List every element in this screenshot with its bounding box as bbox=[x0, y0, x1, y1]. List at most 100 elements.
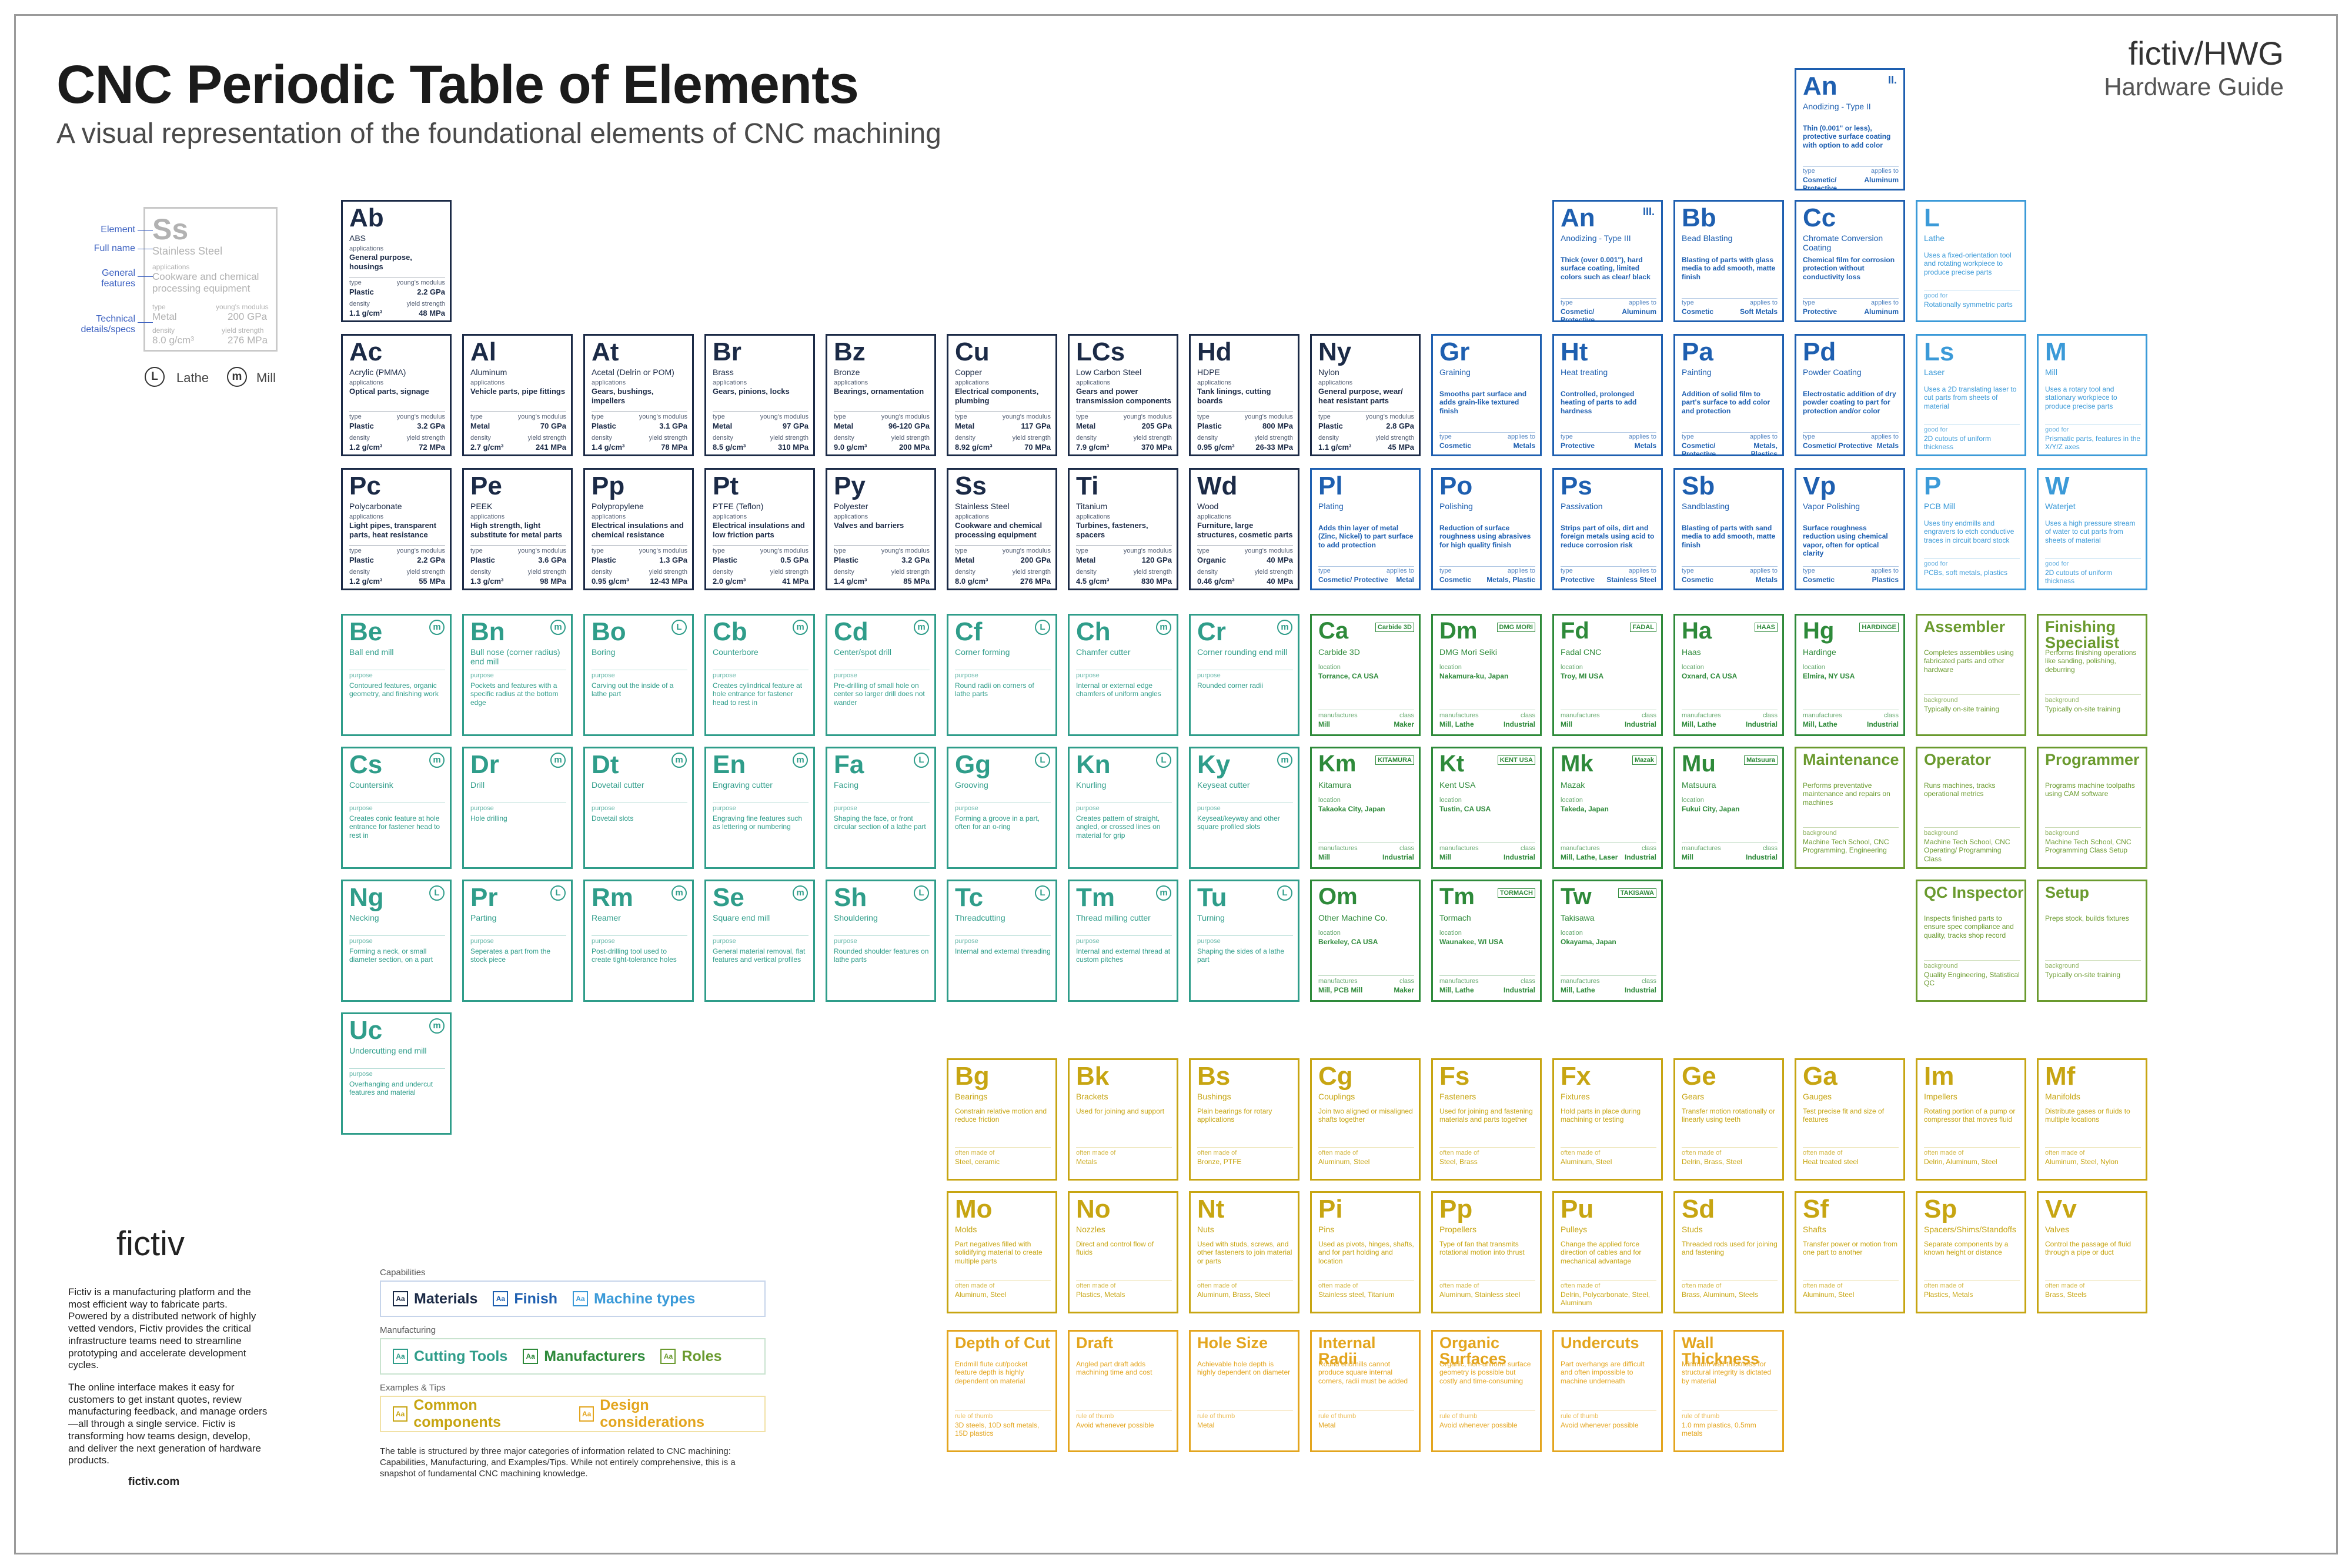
label-applications: applications bbox=[349, 513, 384, 520]
element-good-for: 2D cutouts of uniform thickness bbox=[1924, 434, 1992, 452]
element-cell-pi: Pi Pins Used as pivots, hinges, shafts, an… bbox=[1310, 1191, 1421, 1313]
label-purpose: purpose bbox=[470, 805, 494, 812]
element-symbol: Im bbox=[1924, 1062, 1955, 1091]
element-symbol: Wall Thickness bbox=[1682, 1334, 1760, 1368]
element-symbol: Vp bbox=[1803, 472, 1836, 500]
element-description: Rotating portion of a pump or compressor… bbox=[1924, 1107, 2016, 1124]
element-symbol: Py bbox=[834, 472, 866, 500]
element-name: Anodizing - Type II bbox=[1803, 102, 1871, 111]
element-purpose: Rounded shoulder features on lathe parts bbox=[834, 947, 929, 964]
element-name: PEEK bbox=[470, 502, 493, 511]
element-name: Polypropylene bbox=[592, 502, 644, 511]
label-often-made-of: often made of bbox=[2045, 1149, 2085, 1156]
element-location: Elmira, NY USA bbox=[1803, 672, 1855, 680]
divider bbox=[2045, 960, 2141, 961]
spec-labels: density yield strength bbox=[713, 569, 808, 576]
element-applications: Electrical components, plumbing bbox=[955, 387, 1039, 405]
element-name: Bearings bbox=[955, 1092, 988, 1101]
type-mark: III. bbox=[1642, 206, 1655, 218]
divider bbox=[1682, 1280, 1778, 1281]
label-good-for: good for bbox=[1924, 426, 1948, 433]
element-class: Industrial bbox=[1745, 720, 1778, 728]
spec-labels: density yield strength bbox=[592, 569, 687, 576]
element-cell-ht: Ht Heat treating Controlled, prolonged hea… bbox=[1552, 334, 1663, 456]
divider bbox=[1439, 432, 1535, 433]
element-density: 1.3 g/cm³ bbox=[470, 577, 504, 586]
element-location: Berkeley, CA USA bbox=[1318, 938, 1378, 946]
element-type: Plastic bbox=[349, 287, 374, 296]
spec-values: Plastic 3.1 GPa bbox=[592, 422, 687, 431]
spec-values: Metal 70 GPa bbox=[470, 422, 566, 431]
element-type: Plastic bbox=[713, 556, 737, 564]
label-purpose: purpose bbox=[1197, 938, 1221, 945]
spec-labels: density yield strength bbox=[713, 434, 808, 442]
label-rule-of-thumb: rule of thumb bbox=[1561, 1413, 1599, 1420]
element-young: 40 MPa bbox=[1267, 556, 1293, 564]
mill-icon: m bbox=[793, 885, 808, 901]
element-cell-p: P PCB Mill Uses tiny endmills and engraver… bbox=[1916, 468, 2026, 590]
element-cell-qc-inspector: QC Inspector Inspects finished parts to e… bbox=[1916, 880, 2026, 1002]
label-yield: yield strength bbox=[527, 569, 566, 576]
element-symbol: Pi bbox=[1318, 1195, 1343, 1223]
key-roles-label: Roles bbox=[681, 1348, 722, 1365]
element-class: Industrial bbox=[1503, 720, 1535, 728]
element-name: Acetal (Delrin or POM) bbox=[592, 367, 674, 377]
label-location: location bbox=[1318, 930, 1341, 937]
label-purpose: purpose bbox=[592, 805, 615, 812]
element-purpose: Creates cylindrical feature at hole entr… bbox=[713, 681, 803, 707]
element-density: 1.1 g/cm³ bbox=[1318, 443, 1352, 452]
label-type: type bbox=[1561, 567, 1573, 574]
mill-icon: m bbox=[671, 753, 687, 768]
label-yield: yield strength bbox=[770, 434, 808, 442]
label-location: location bbox=[1561, 797, 1583, 804]
label-background: background bbox=[1924, 962, 1958, 969]
element-location: Troy, MI USA bbox=[1561, 672, 1604, 680]
divider bbox=[349, 935, 445, 936]
element-applies: Aluminum bbox=[1864, 307, 1899, 316]
label-class: class bbox=[1399, 845, 1414, 852]
element-name: Polycarbonate bbox=[349, 502, 402, 511]
element-applies: Aluminum bbox=[1864, 176, 1899, 184]
element-description: Used for joining and support bbox=[1076, 1107, 1165, 1115]
element-symbol: Ca bbox=[1318, 618, 1349, 644]
label-applies: applies to bbox=[1628, 299, 1656, 306]
spec-labels: type young's modulus bbox=[713, 547, 808, 555]
element-class: Maker bbox=[1394, 720, 1414, 728]
label-type: type bbox=[1197, 547, 1210, 554]
website-link[interactable]: fictiv.com bbox=[128, 1476, 180, 1488]
spec-labels: type young's modulus bbox=[592, 413, 687, 421]
element-symbol: Bk bbox=[1076, 1062, 1110, 1091]
element-symbol: Bs bbox=[1197, 1062, 1231, 1091]
divider bbox=[1318, 1280, 1414, 1281]
element-manufactures: Mill, Lathe bbox=[1439, 720, 1474, 728]
label-young: young's modulus bbox=[639, 413, 687, 420]
spec-values: 7.9 g/cm³ 370 MPa bbox=[1076, 443, 1172, 452]
element-name: Square end mill bbox=[713, 913, 770, 922]
element-description: Blasting of parts with sand media to add… bbox=[1682, 524, 1776, 549]
element-symbol: At bbox=[592, 337, 619, 366]
label-often-made-of: often made of bbox=[1197, 1149, 1237, 1156]
spec-values: Metal 96-120 GPa bbox=[834, 422, 930, 431]
legend-applications-label: applications bbox=[152, 263, 190, 271]
element-cell-lcs: LCs Low Carbon Steel applications Gears and… bbox=[1068, 334, 1178, 456]
element-yield: 98 MPa bbox=[540, 577, 566, 586]
element-name: Takisawa bbox=[1561, 913, 1595, 922]
element-cell-fa: Fa L Facing purpose Shaping the face, or fro… bbox=[826, 747, 936, 869]
manufacturer-logo: TORMACH bbox=[1497, 888, 1535, 898]
element-type: Plastic bbox=[834, 556, 858, 564]
element-cell-en: En m Engraving cutter purpose Engraving fine… bbox=[704, 747, 815, 869]
divider bbox=[592, 545, 687, 546]
element-cell-ng: Ng L Necking purpose Forming a neck, or smal… bbox=[341, 880, 452, 1002]
element-density: 0.46 g/cm³ bbox=[1197, 577, 1235, 586]
divider bbox=[955, 935, 1051, 936]
element-purpose: Internal and external thread at custom p… bbox=[1076, 947, 1171, 964]
element-manufactures: Mill bbox=[1318, 720, 1330, 728]
element-class: Maker bbox=[1394, 986, 1414, 994]
divider bbox=[1682, 298, 1778, 299]
element-symbol: Sd bbox=[1682, 1195, 1715, 1223]
legend-line bbox=[138, 230, 153, 231]
label-applications: applications bbox=[955, 513, 990, 520]
element-often-made-of: Delrin, Polycarbonate, Steel, Aluminum bbox=[1561, 1290, 1651, 1308]
label-manufactures: manufactures bbox=[1439, 712, 1479, 719]
label-young: young's modulus bbox=[760, 547, 808, 554]
